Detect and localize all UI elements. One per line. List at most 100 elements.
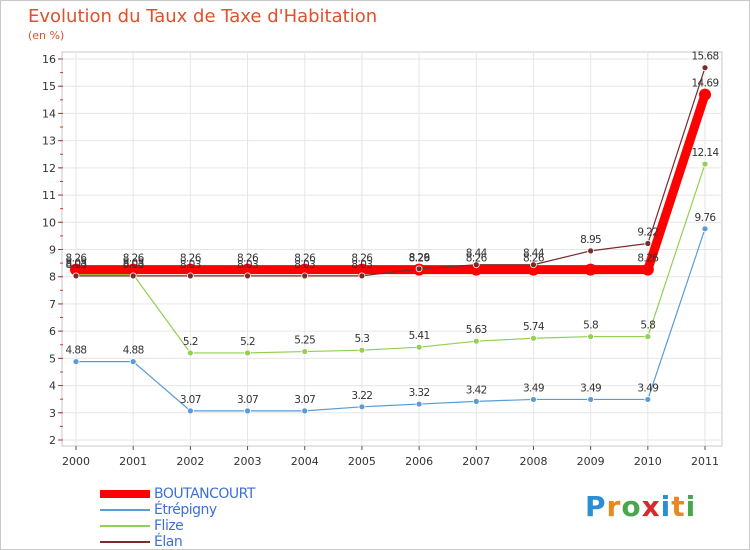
- data-label-etrepigny: 3.07: [180, 394, 201, 406]
- y-tick-label: 12: [42, 162, 56, 175]
- data-point-elan: [129, 272, 137, 280]
- data-label-flize: 8.08: [66, 258, 87, 270]
- data-label-etrepigny: 4.88: [123, 345, 144, 357]
- data-point-etrepigny: [186, 407, 194, 415]
- data-label-etrepigny: 3.49: [523, 382, 544, 394]
- data-point-etrepigny: [301, 407, 309, 415]
- data-label-boutancourt: 8.26: [123, 253, 145, 265]
- data-label-etrepigny: 3.49: [580, 382, 601, 394]
- y-tick-label: 13: [42, 135, 56, 148]
- legend-item-elan: Élan: [100, 534, 255, 550]
- data-label-etrepigny: 4.88: [66, 345, 87, 357]
- data-label-flize: 5.63: [466, 324, 487, 336]
- x-tick-label: 2003: [234, 455, 262, 468]
- legend-swatch-boutancourt: [100, 490, 150, 498]
- data-label-etrepigny: 3.42: [466, 384, 487, 396]
- y-tick-label: 10: [42, 216, 56, 229]
- legend-swatch-flize: [100, 525, 150, 527]
- x-tick-label: 2007: [462, 455, 490, 468]
- x-tick-label: 2009: [577, 455, 605, 468]
- data-point-boutancourt: [127, 263, 140, 276]
- data-point-boutancourt: [641, 263, 654, 276]
- data-point-flize: [472, 337, 480, 345]
- data-point-etrepigny: [244, 407, 251, 415]
- y-tick-label: 16: [42, 53, 56, 66]
- data-point-flize: [587, 333, 595, 340]
- y-tick-label: 7: [49, 298, 56, 311]
- data-label-boutancourt: 8.26: [409, 253, 431, 265]
- data-label-flize: 5.2: [240, 336, 255, 348]
- data-label-boutancourt: 8.26: [351, 253, 373, 265]
- data-label-boutancourt: 8.26: [237, 253, 259, 265]
- y-tick-label: 2: [49, 434, 56, 447]
- data-point-elan: [186, 272, 194, 280]
- data-point-boutancourt: [298, 263, 311, 276]
- data-label-flize: 5.8: [583, 320, 598, 332]
- data-point-etrepigny: [472, 397, 480, 405]
- data-point-flize: [644, 333, 652, 340]
- data-label-etrepigny: 3.22: [351, 390, 372, 402]
- y-tick-label: 8: [49, 271, 56, 284]
- data-label-elan: 8.03: [123, 259, 144, 271]
- data-label-elan: 8.44: [466, 248, 488, 260]
- series-line-boutancourt: [71, 90, 710, 275]
- x-tick-label: 2005: [348, 455, 376, 468]
- x-tick-label: 2011: [691, 455, 719, 468]
- chart-unit-label: (en %): [28, 29, 65, 42]
- legend-label: Élan: [154, 534, 183, 550]
- data-point-boutancourt: [584, 263, 597, 276]
- data-label-elan: 8.03: [66, 259, 87, 271]
- data-point-etrepigny: [415, 400, 423, 408]
- x-tick-label: 2001: [119, 455, 147, 468]
- proxiti-logo: Proxiti: [585, 490, 697, 523]
- data-label-elan: 8.29: [409, 252, 430, 264]
- data-label-boutancourt: 8.26: [294, 253, 316, 265]
- data-point-elan: [301, 272, 309, 280]
- x-tick-label: 2010: [634, 455, 662, 468]
- y-tick-label: 6: [49, 325, 56, 338]
- data-point-elan: [358, 272, 366, 280]
- y-tick-label: 3: [49, 407, 56, 420]
- x-tick-label: 2002: [176, 455, 204, 468]
- legend-label: Étrépigny: [154, 502, 217, 518]
- x-tick-label: 2008: [519, 455, 547, 468]
- data-point-boutancourt: [184, 263, 197, 276]
- y-tick-label: 4: [49, 380, 56, 393]
- data-label-flize: 8.08: [123, 258, 144, 270]
- data-point-flize: [701, 160, 709, 168]
- x-tick-label: 2006: [405, 455, 433, 468]
- data-label-boutancourt: 8.26: [466, 253, 488, 265]
- data-point-elan: [72, 272, 80, 280]
- data-point-elan: [472, 261, 480, 269]
- data-point-boutancourt: [70, 263, 82, 276]
- legend-swatch-etrepigny: [100, 509, 150, 511]
- legend-label: BOUTANCOURT: [154, 486, 255, 502]
- data-point-elan: [244, 272, 251, 280]
- data-label-elan: 8.03: [237, 259, 258, 271]
- data-label-elan: 9.22: [637, 227, 658, 239]
- data-point-etrepigny: [530, 396, 537, 403]
- data-label-boutancourt: 8.26: [523, 253, 545, 265]
- data-point-etrepigny: [701, 225, 709, 233]
- data-point-boutancourt: [527, 263, 540, 276]
- data-label-etrepigny: 3.07: [294, 394, 315, 406]
- data-point-etrepigny: [644, 396, 652, 403]
- data-point-elan: [530, 261, 537, 269]
- data-point-etrepigny: [358, 403, 366, 411]
- data-label-elan: 8.03: [180, 259, 201, 271]
- data-point-boutancourt: [241, 263, 254, 276]
- data-point-elan: [701, 64, 709, 72]
- data-point-flize: [415, 343, 423, 351]
- chart-title: Evolution du Taux de Taxe d'Habitation: [28, 6, 378, 27]
- data-point-flize: [186, 349, 194, 357]
- x-tick-label: 2000: [62, 455, 90, 468]
- data-label-etrepigny: 3.07: [237, 394, 258, 406]
- data-point-elan: [587, 247, 595, 255]
- data-point-flize: [358, 346, 366, 354]
- data-label-etrepigny: 3.32: [409, 387, 430, 399]
- data-label-boutancourt: 8.26: [180, 253, 202, 265]
- data-label-elan: 8.03: [294, 259, 315, 271]
- data-label-boutancourt: 8.26: [66, 253, 88, 265]
- data-label-boutancourt: 8.26: [637, 253, 659, 265]
